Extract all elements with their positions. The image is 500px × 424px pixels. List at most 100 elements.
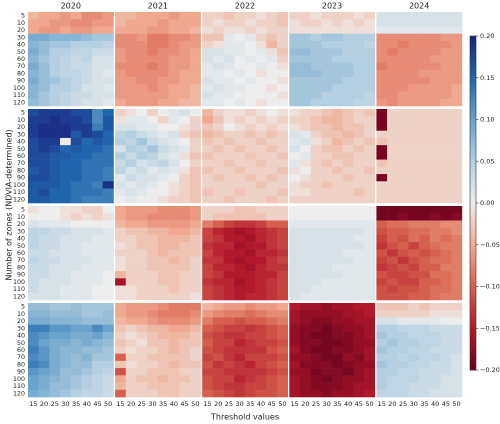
heatmap-cell xyxy=(277,292,288,301)
heatmap-cell xyxy=(299,234,311,243)
heatmap-cell xyxy=(310,234,322,243)
colorbar-segment xyxy=(470,127,476,133)
heatmap-cell xyxy=(202,317,214,325)
colorbar-segment xyxy=(470,148,476,154)
heatmap-cell xyxy=(289,195,301,204)
heatmap-cell xyxy=(136,188,148,197)
heatmap-cell xyxy=(364,55,376,63)
heatmap-cell xyxy=(299,271,311,279)
heatmap-cell xyxy=(60,292,72,301)
heatmap-cell xyxy=(332,324,344,333)
heatmap-cell xyxy=(125,181,137,189)
heatmap-cell xyxy=(102,271,114,279)
heatmap-cell xyxy=(310,69,322,78)
heatmap-cell xyxy=(429,40,441,49)
heatmap-cell xyxy=(299,48,311,56)
colorbar-segment xyxy=(470,81,476,87)
heatmap-cell xyxy=(353,353,365,362)
heatmap-cell xyxy=(234,353,246,362)
heatmap-cell xyxy=(408,91,420,100)
heatmap-cell xyxy=(376,62,388,71)
heatmap-cell xyxy=(451,256,463,265)
heatmap-cell xyxy=(92,12,104,20)
heatmap-cell xyxy=(387,242,399,250)
heatmap-cell xyxy=(234,48,246,56)
heatmap-cell xyxy=(125,317,137,325)
heatmap-cell xyxy=(136,303,148,311)
heatmap-cell xyxy=(451,12,463,20)
heatmap-cell xyxy=(147,389,159,398)
heatmap-cell xyxy=(451,360,463,369)
heatmap-cell xyxy=(451,55,463,63)
heatmap-cell xyxy=(81,62,93,71)
colorbar-segment xyxy=(470,177,476,183)
heatmap-cell xyxy=(223,375,235,383)
heatmap-cell xyxy=(102,360,114,369)
heatmap-cell xyxy=(277,220,288,228)
heatmap-cell xyxy=(342,137,354,146)
heatmap-cell xyxy=(125,77,137,85)
heatmap-cell xyxy=(92,360,104,369)
heatmap-cell xyxy=(102,227,114,236)
heatmap-cell xyxy=(125,227,137,236)
heatmap-cell xyxy=(212,206,224,214)
heatmap-cell xyxy=(266,271,278,279)
heatmap-cell xyxy=(440,137,452,146)
heatmap-cell xyxy=(419,382,431,391)
heatmap-cell xyxy=(179,152,191,160)
heatmap-cell xyxy=(202,360,214,369)
heatmap-cell xyxy=(223,77,235,85)
heatmap-cell xyxy=(408,227,420,236)
colorbar-segment xyxy=(470,353,476,358)
heatmap-cell xyxy=(38,278,50,286)
heatmap-cell xyxy=(364,271,376,279)
heatmap-cell xyxy=(92,271,104,279)
heatmap-cell xyxy=(49,360,61,369)
heatmap-cell xyxy=(277,195,288,204)
heatmap-cell xyxy=(136,360,148,369)
heatmap-cell xyxy=(419,109,431,117)
heatmap-cell xyxy=(125,213,137,221)
heatmap-cell xyxy=(125,206,137,214)
heatmap-cell xyxy=(168,159,180,168)
heatmap-cell xyxy=(168,19,180,27)
heatmap-cell xyxy=(408,166,420,175)
heatmap-cell xyxy=(332,303,344,311)
x-tick-label: 50 xyxy=(278,400,286,408)
heatmap-cell xyxy=(266,382,278,391)
heatmap-cell xyxy=(115,116,127,124)
heatmap-cell xyxy=(179,98,191,107)
heatmap-cell xyxy=(342,181,354,189)
heatmap-cell xyxy=(376,26,388,34)
heatmap-cell xyxy=(419,249,431,257)
heatmap-cell xyxy=(49,26,61,34)
heatmap-cell xyxy=(408,310,420,318)
heatmap-cell xyxy=(223,98,235,107)
heatmap-cell xyxy=(157,353,169,362)
heatmap-cell xyxy=(202,389,214,398)
heatmap-cell xyxy=(440,130,452,139)
heatmap-cell xyxy=(299,278,311,286)
y-tick-label: 120 xyxy=(13,196,25,203)
heatmap-cell xyxy=(28,152,39,160)
heatmap-cell xyxy=(38,220,50,228)
heatmap-cell xyxy=(102,166,114,175)
heatmap-cell xyxy=(277,278,288,286)
heatmap-cell xyxy=(353,33,365,42)
heatmap-cell xyxy=(168,98,180,107)
heatmap-cell xyxy=(310,227,322,236)
heatmap-cell xyxy=(168,263,180,272)
heatmap-cell xyxy=(189,48,201,56)
heatmap-cell xyxy=(92,152,104,160)
heatmap-cell xyxy=(92,249,104,257)
heatmap-cell xyxy=(244,48,256,56)
heatmap-cell xyxy=(125,48,137,56)
heatmap-cell xyxy=(299,84,311,92)
heatmap-cell xyxy=(92,220,104,228)
heatmap-cell xyxy=(212,331,224,340)
heatmap-cell xyxy=(147,116,159,124)
heatmap-cell xyxy=(70,234,82,243)
heatmap-cell xyxy=(70,26,82,34)
heatmap-cell xyxy=(321,317,333,325)
heatmap-cell xyxy=(179,91,191,100)
